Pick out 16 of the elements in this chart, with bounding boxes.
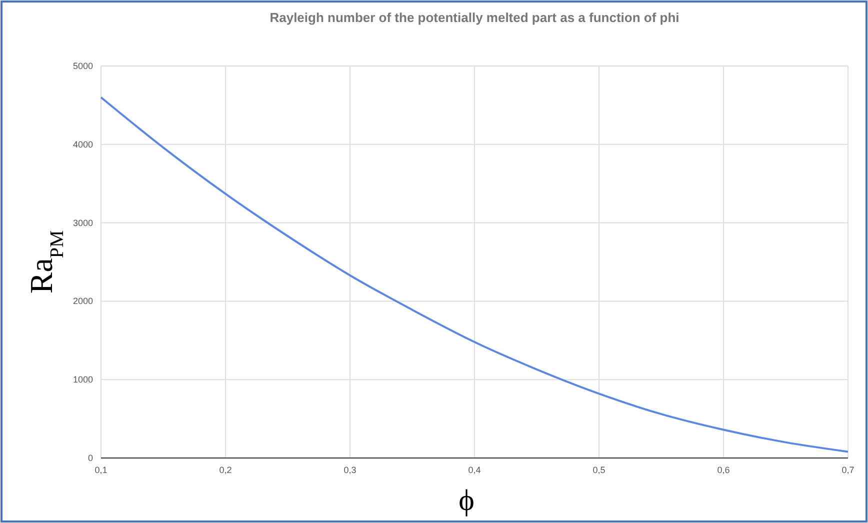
y-tick-label: 1000 xyxy=(72,374,93,385)
chart-title: Rayleigh number of the potentially melted part as a function of phi xyxy=(270,10,680,25)
x-tick-label: 0,7 xyxy=(842,465,854,475)
y-tick-label: 3000 xyxy=(72,218,93,228)
y-tick-label: 5000 xyxy=(72,61,93,71)
line-series xyxy=(100,96,849,453)
x-tick-label: 0,2 xyxy=(219,465,232,475)
x-tick-label: 0,1 xyxy=(94,465,108,475)
y-tick-label: 2000 xyxy=(72,296,93,306)
x-tick-label: 0,3 xyxy=(344,465,356,475)
y-tick-label: 4000 xyxy=(72,139,93,150)
y-tick-label: 0 xyxy=(88,453,93,463)
x-tick-label: 0,4 xyxy=(468,465,481,475)
x-tick-label: 0,5 xyxy=(592,465,606,475)
x-tick-label: 0,6 xyxy=(717,465,730,475)
x-axis-title: ϕ xyxy=(458,484,474,517)
